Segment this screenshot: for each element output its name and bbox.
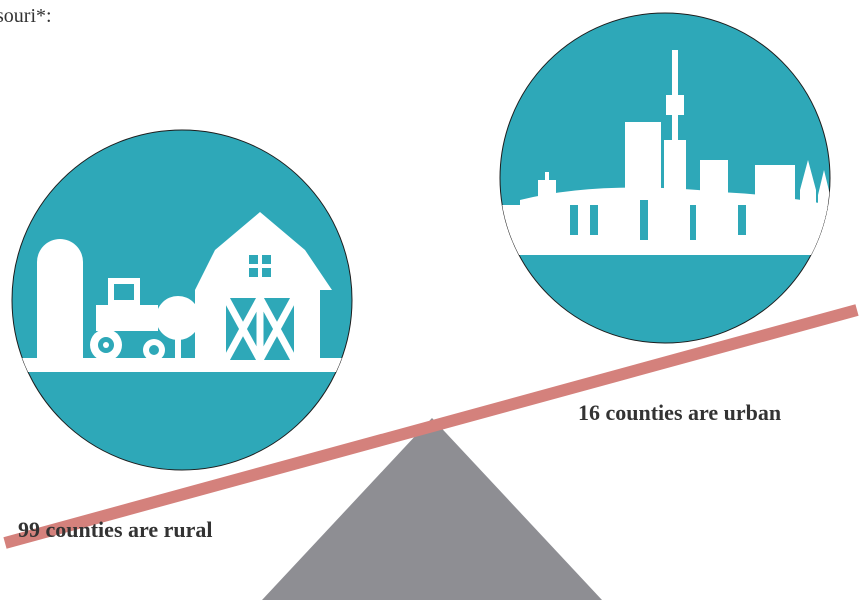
rural-circle — [11, 129, 353, 471]
beam — [3, 304, 859, 549]
fulcrum — [262, 418, 602, 600]
urban-label: 16 counties are urban — [578, 400, 781, 425]
urban-circle — [499, 12, 831, 344]
rural-label: 99 counties are rural — [18, 517, 213, 542]
header-text: souri*: — [0, 5, 52, 27]
